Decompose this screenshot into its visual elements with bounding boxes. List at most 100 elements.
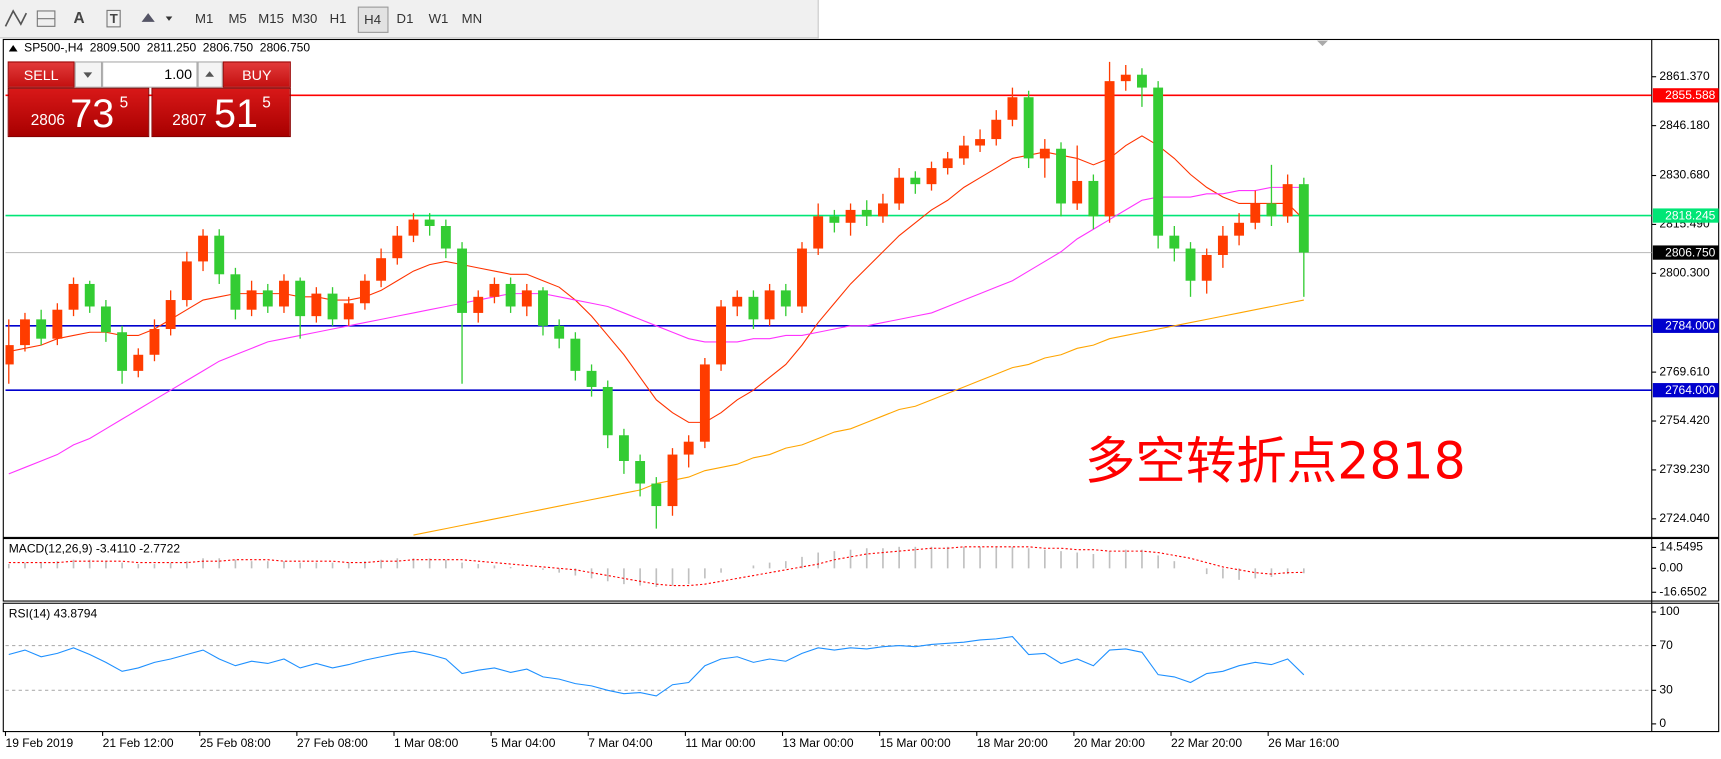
symbol: SP500-,H4: [24, 41, 84, 55]
candle-body: [1039, 148, 1050, 159]
candle-body: [214, 235, 225, 275]
price-level-label: 2764.000: [1665, 383, 1716, 397]
sell-button[interactable]: SELL: [7, 61, 75, 88]
candle-body: [473, 296, 484, 313]
timeframe-button[interactable]: H4: [357, 6, 388, 33]
candle-body: [52, 309, 63, 339]
candle-body: [1120, 74, 1131, 82]
candle-body: [667, 454, 678, 507]
x-tick-label: 11 Mar 00:00: [685, 736, 755, 750]
timeframe-button[interactable]: M30: [291, 10, 318, 27]
ohlc-high: 2811.250: [146, 41, 197, 55]
candle-body: [117, 332, 128, 371]
candle-body: [1056, 148, 1066, 204]
volume-down[interactable]: [74, 61, 103, 88]
shapes-tool[interactable]: [137, 0, 181, 37]
moving-average: [8, 186, 1304, 475]
shape-icon: [141, 13, 155, 22]
y-tick-label: -16.6502: [1659, 584, 1707, 598]
one-click-trading: SELL 1.00 BUY 2806 73 5 2807 51 5: [7, 61, 291, 138]
indicator-title: RSI(14) 43.8794: [9, 606, 98, 620]
candle-body: [618, 435, 629, 462]
candle-body: [586, 370, 597, 387]
candle-body: [457, 248, 467, 313]
candle-body: [246, 290, 257, 310]
candle-body: [1137, 74, 1147, 88]
candle-body: [1185, 248, 1196, 281]
volume-input[interactable]: 1.00: [102, 61, 198, 88]
signal-line: [8, 546, 1304, 587]
price-big: 2806: [30, 110, 65, 129]
candle-body: [1266, 203, 1277, 217]
candle-body: [602, 386, 613, 436]
x-tick-label: 26 Mar 16:00: [1268, 736, 1339, 750]
price-level-label: 2818.245: [1665, 208, 1716, 222]
moving-average: [413, 299, 1304, 536]
x-tick-label: 22 Mar 20:00: [1171, 736, 1242, 750]
candle-body: [68, 283, 79, 310]
candle-body: [1169, 235, 1180, 249]
x-tick-label: 21 Feb 12:00: [103, 736, 174, 750]
price-level-tag: [1652, 88, 1719, 103]
candle-body: [651, 483, 662, 507]
buy-button[interactable]: BUY: [222, 61, 291, 88]
candle-body: [797, 248, 807, 307]
candle-body: [570, 338, 581, 371]
timeframe-button[interactable]: MN: [461, 10, 483, 27]
y-tick-label: 2754.420: [1659, 413, 1710, 427]
price-level-label: 2806.750: [1665, 245, 1716, 259]
price-level-tag: [1652, 208, 1719, 223]
candle-body: [181, 261, 192, 301]
timeframe-button[interactable]: D1: [396, 10, 414, 27]
y-tick-label: 30: [1659, 683, 1673, 697]
volume-up[interactable]: [197, 61, 223, 88]
x-tick-label: 25 Feb 08:00: [200, 736, 271, 750]
candle-body: [764, 290, 775, 320]
chart-icon[interactable]: [4, 9, 28, 27]
timeframe-button[interactable]: M15: [258, 10, 284, 27]
y-tick-label: 70: [1659, 638, 1673, 652]
candle-body: [505, 283, 516, 307]
x-tick-label: 1 Mar 08:00: [394, 736, 459, 750]
candle-body: [748, 296, 759, 320]
candle-body: [942, 158, 953, 169]
timeframe-button[interactable]: M5: [228, 10, 247, 27]
candle-body: [295, 280, 306, 317]
candle-body: [538, 290, 548, 326]
y-tick-label: 2830.680: [1659, 168, 1710, 182]
timeframe-button[interactable]: W1: [428, 10, 449, 27]
x-tick-label: 18 Mar 20:00: [977, 736, 1048, 750]
x-tick-label: 20 Mar 20:00: [1074, 736, 1145, 750]
x-tick-label: 5 Mar 04:00: [491, 736, 556, 750]
x-tick-label: 19 Feb 2019: [5, 736, 73, 750]
candle-body: [5, 345, 14, 365]
timeframe-button[interactable]: H1: [329, 10, 347, 27]
chart-shift-marker: [1317, 40, 1328, 47]
text-tool[interactable]: A: [73, 8, 85, 27]
sell-price[interactable]: 2806 73 5: [7, 87, 150, 138]
y-tick-label: 2769.610: [1659, 364, 1710, 378]
candle-body: [554, 325, 565, 339]
collapse-icon[interactable]: [8, 44, 18, 53]
candle-body: [926, 168, 937, 185]
panel: [7, 546, 1305, 588]
label-tool[interactable]: T: [106, 9, 122, 28]
candle-body: [198, 235, 208, 262]
candle-body: [392, 235, 403, 259]
candle-body: [36, 319, 47, 339]
candle-body: [1153, 87, 1164, 236]
candle-body: [1072, 180, 1083, 204]
candle-body: [1023, 97, 1034, 159]
candle-body: [100, 306, 111, 333]
candle-body: [1201, 254, 1212, 281]
annotation: 多空转折点2818: [1085, 432, 1466, 491]
candle-body: [327, 293, 338, 320]
timeframe-button[interactable]: M1: [194, 10, 214, 27]
candle-body: [861, 209, 872, 217]
buy-price[interactable]: 2807 51 5: [151, 87, 291, 138]
candle-body: [149, 329, 160, 355]
dropdown-arrow: [165, 16, 173, 21]
price-level-label: 2855.588: [1665, 88, 1716, 102]
candle-body: [1104, 81, 1115, 217]
candle-body: [829, 216, 840, 223]
